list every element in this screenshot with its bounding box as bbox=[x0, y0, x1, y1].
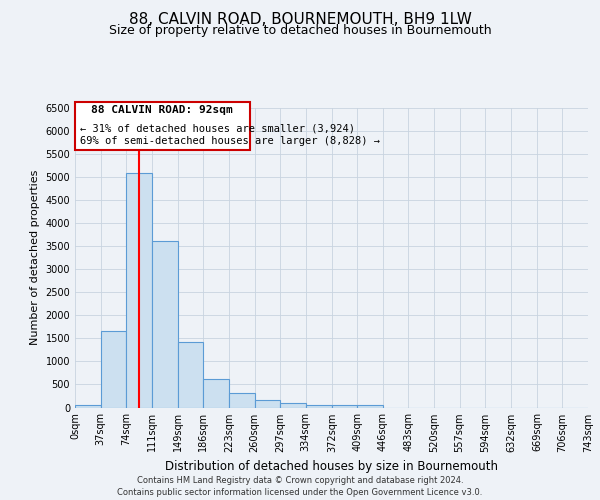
Text: ← 31% of detached houses are smaller (3,924): ← 31% of detached houses are smaller (3,… bbox=[80, 124, 355, 134]
X-axis label: Distribution of detached houses by size in Bournemouth: Distribution of detached houses by size … bbox=[165, 460, 498, 473]
Bar bbox=[152, 242, 178, 408]
Bar bbox=[75, 405, 101, 407]
Text: Contains public sector information licensed under the Open Government Licence v3: Contains public sector information licen… bbox=[118, 488, 482, 497]
Text: Size of property relative to detached houses in Bournemouth: Size of property relative to detached ho… bbox=[109, 24, 491, 37]
Bar bbox=[229, 394, 254, 407]
Bar bbox=[358, 404, 383, 407]
Bar bbox=[178, 342, 203, 407]
Bar bbox=[332, 404, 358, 407]
Text: 88 CALVIN ROAD: 92sqm: 88 CALVIN ROAD: 92sqm bbox=[91, 104, 233, 115]
Bar bbox=[126, 173, 152, 408]
Y-axis label: Number of detached properties: Number of detached properties bbox=[30, 170, 40, 345]
Text: 69% of semi-detached houses are larger (8,828) →: 69% of semi-detached houses are larger (… bbox=[80, 136, 380, 146]
Bar bbox=[280, 402, 305, 407]
Bar bbox=[101, 332, 126, 407]
Text: Contains HM Land Registry data © Crown copyright and database right 2024.: Contains HM Land Registry data © Crown c… bbox=[137, 476, 463, 485]
Bar bbox=[203, 380, 229, 407]
Bar bbox=[305, 404, 332, 407]
Text: 88, CALVIN ROAD, BOURNEMOUTH, BH9 1LW: 88, CALVIN ROAD, BOURNEMOUTH, BH9 1LW bbox=[128, 12, 472, 28]
Bar bbox=[254, 400, 280, 407]
FancyBboxPatch shape bbox=[75, 102, 250, 150]
